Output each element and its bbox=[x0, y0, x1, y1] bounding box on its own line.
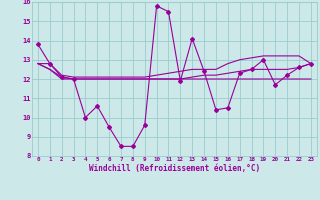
X-axis label: Windchill (Refroidissement éolien,°C): Windchill (Refroidissement éolien,°C) bbox=[89, 164, 260, 173]
